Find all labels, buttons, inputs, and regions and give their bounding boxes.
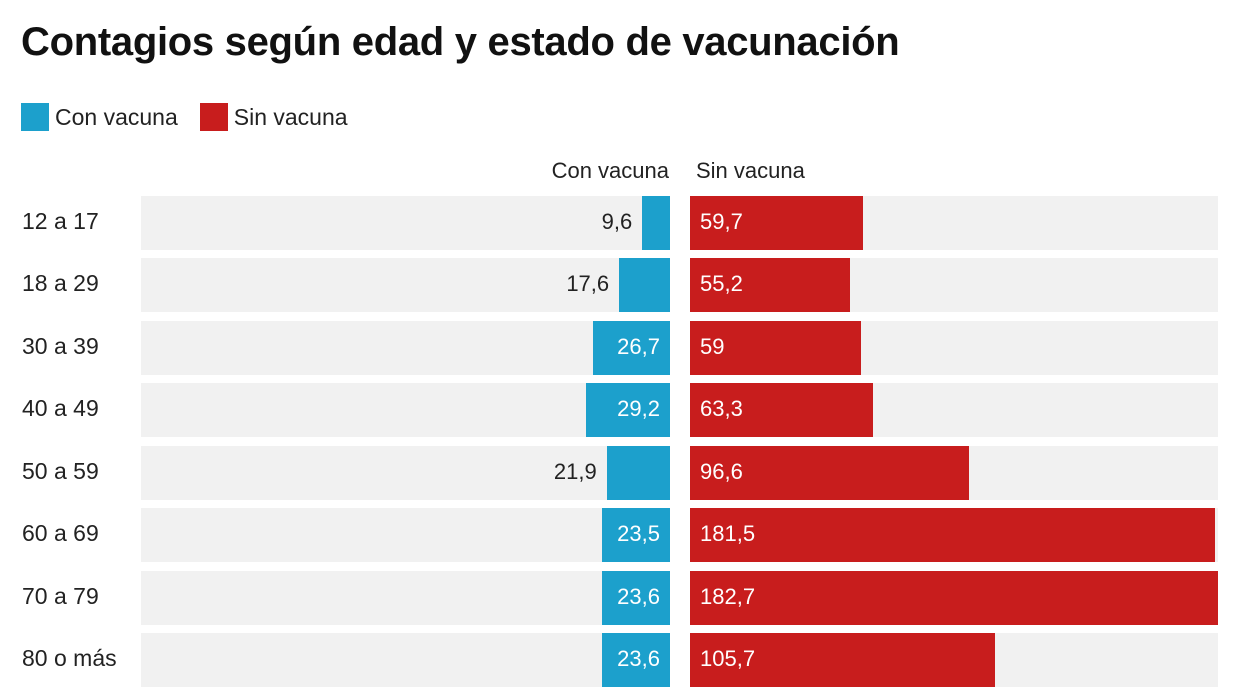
- bar-con-vacuna: [601, 633, 670, 687]
- category-label: 12 a 17: [22, 208, 99, 234]
- row-background-left: [141, 508, 670, 563]
- row-background-left: [141, 383, 670, 438]
- data-label-sin-vacuna: 105,7: [700, 646, 756, 671]
- row-background-left: [141, 258, 670, 313]
- column-header-con-vacuna: Con vacuna: [551, 158, 669, 183]
- data-label-con-vacuna: 9,6: [601, 209, 633, 234]
- data-label-con-vacuna: 23,5: [617, 521, 660, 547]
- bar-con-vacuna: [592, 320, 670, 375]
- category-label: 50 a 59: [22, 457, 99, 484]
- row-background-left: [141, 320, 670, 375]
- bar-sin-vacuna: [690, 320, 861, 375]
- data-label-con-vacuna: 29,2: [617, 396, 660, 422]
- data-label-con-vacuna: 23,6: [617, 583, 660, 609]
- bar-sin-vacuna: [690, 570, 1218, 625]
- column-header-sin-vacuna: Sin vacuna: [696, 158, 805, 183]
- row-background-left: [141, 570, 670, 625]
- category-label: 40 a 49: [22, 395, 99, 422]
- bar-con-vacuna: [606, 445, 670, 500]
- bar-sin-vacuna: [690, 383, 873, 438]
- row-background-left: [141, 633, 670, 687]
- legend-swatch-sin-vacuna: [199, 103, 228, 131]
- bar-sin-vacuna: [690, 258, 850, 313]
- data-label-sin-vacuna: 55,2: [700, 271, 743, 297]
- data-label-sin-vacuna: 181,5: [700, 521, 756, 547]
- data-label-con-vacuna: 23,6: [617, 646, 660, 671]
- legend-label-con-vacuna: Con vacuna: [55, 103, 178, 130]
- legend-swatch-con-vacuna: [21, 103, 49, 131]
- row-background-left: [141, 196, 670, 250]
- bar-sin-vacuna: [690, 508, 1215, 563]
- data-label-sin-vacuna: 59: [700, 333, 725, 359]
- bar-con-vacuna: [619, 258, 670, 313]
- category-label: 60 a 69: [22, 520, 99, 547]
- bar-con-vacuna: [585, 383, 670, 438]
- bar-sin-vacuna: [690, 196, 863, 250]
- data-label-sin-vacuna: 59,7: [700, 209, 743, 234]
- category-label: 70 a 79: [22, 582, 99, 609]
- legend-item-sin-vacuna: Sin vacuna: [199, 103, 348, 131]
- row-background-left: [141, 445, 670, 500]
- data-label-sin-vacuna: 96,6: [700, 458, 743, 484]
- bar-con-vacuna: [642, 196, 670, 250]
- bar-con-vacuna: [601, 570, 670, 625]
- data-label-con-vacuna: 17,6: [566, 271, 610, 297]
- data-label-con-vacuna: 26,7: [617, 333, 660, 359]
- data-label-con-vacuna: 21,9: [553, 458, 597, 484]
- category-label: 18 a 29: [22, 270, 99, 297]
- bar-sin-vacuna: [690, 445, 970, 500]
- chart-title: Contagios según edad y estado de vacunac…: [21, 20, 900, 64]
- legend-item-con-vacuna: Con vacuna: [21, 103, 178, 131]
- legend-label-sin-vacuna: Sin vacuna: [233, 103, 348, 130]
- category-label: 30 a 39: [22, 332, 99, 359]
- data-label-sin-vacuna: 63,3: [700, 396, 743, 422]
- legend: Con vacuna Sin vacuna: [21, 103, 370, 131]
- bar-sin-vacuna: [690, 633, 996, 687]
- bar-con-vacuna: [602, 508, 670, 563]
- data-label-sin-vacuna: 182,7: [700, 583, 756, 609]
- category-label: 80 o más: [22, 645, 117, 671]
